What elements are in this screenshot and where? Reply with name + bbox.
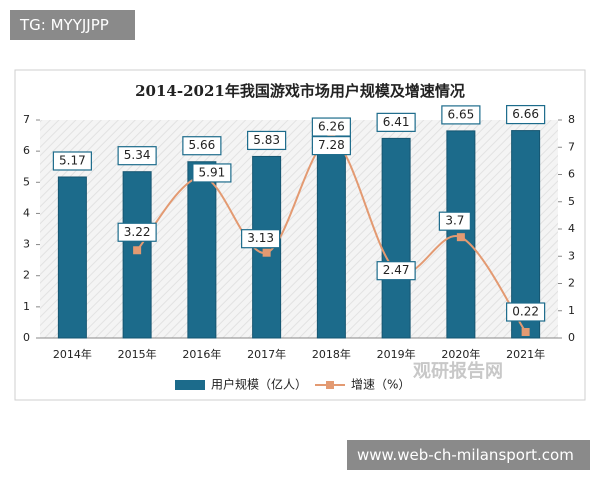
y2-tick-label: 4	[568, 222, 575, 235]
y2-tick-label: 7	[568, 140, 575, 153]
bar-value-label-box	[441, 105, 481, 125]
line-value-label-box	[438, 211, 471, 231]
legend-swatch	[175, 380, 205, 390]
bar-value-label: 6.65	[448, 107, 475, 121]
y2-tick-label: 3	[568, 249, 575, 262]
bar-value-label: 5.66	[189, 138, 216, 152]
y2-tick-label: 8	[568, 113, 575, 126]
line-value-label-box	[192, 163, 232, 183]
y-tick-label: 6	[23, 144, 30, 157]
y2-tick-label: 6	[568, 168, 575, 181]
line-marker	[456, 233, 465, 242]
bar	[57, 176, 87, 339]
y2-tick-label: 0	[568, 331, 575, 344]
x-tick-label: 2021年	[506, 347, 545, 361]
line-value-label-box	[376, 261, 416, 281]
bar	[381, 137, 411, 339]
y2-tick-label: 2	[568, 277, 575, 290]
x-tick-label: 2020年	[441, 347, 480, 361]
line-marker	[521, 328, 530, 337]
line-value-label-box	[311, 136, 351, 156]
legend-label: 用户规模（亿人）	[211, 377, 307, 392]
y-tick-label: 3	[23, 238, 30, 251]
y-tick-label: 2	[23, 269, 30, 282]
bar-value-label: 5.17	[59, 153, 86, 167]
tag-label: TG: MYYJJPP	[10, 10, 135, 40]
line-marker	[262, 248, 271, 257]
line-value-label: 3.7	[445, 214, 464, 228]
bar	[316, 142, 346, 339]
bar-value-label: 6.66	[512, 107, 539, 121]
line-value-label-box	[506, 302, 546, 322]
x-tick-label: 2019年	[377, 347, 416, 361]
line-value-label: 7.28	[318, 138, 345, 152]
x-tick-label: 2015年	[118, 347, 157, 361]
y2-tick-label: 1	[568, 304, 575, 317]
x-tick-label: 2014年	[53, 347, 92, 361]
line-value-label-box	[117, 222, 157, 242]
bar-value-label-box	[52, 151, 92, 171]
bar-value-label: 6.26	[318, 120, 345, 134]
bar-value-label: 5.34	[124, 148, 151, 162]
bar	[122, 171, 152, 339]
bar	[187, 161, 217, 339]
y-tick-label: 5	[23, 175, 30, 188]
line-value-label: 5.91	[199, 165, 226, 179]
url-label: www.web-ch-milansport.com	[347, 440, 590, 470]
x-tick-label: 2016年	[182, 347, 221, 361]
bar-value-label: 6.41	[383, 115, 410, 129]
legend-marker	[326, 381, 334, 389]
line-value-label: 3.13	[247, 231, 274, 245]
x-tick-label: 2018年	[312, 347, 351, 361]
line-value-label: 2.47	[383, 263, 410, 277]
x-tick-label: 2017年	[247, 347, 286, 361]
y-tick-label: 0	[23, 331, 30, 344]
bar-value-label-box	[247, 130, 287, 151]
y-tick-label: 4	[23, 206, 30, 219]
y-tick-label: 1	[23, 300, 30, 313]
line-value-label-box	[241, 229, 281, 249]
legend-label: 增速（%）	[351, 378, 410, 392]
bar-value-label-box	[506, 104, 546, 125]
bar-value-label-box	[376, 112, 416, 132]
bar-value-label-box	[182, 136, 222, 156]
y2-tick-label: 5	[568, 195, 575, 208]
line-value-label: 3.22	[124, 225, 151, 239]
bar-value-label-box	[117, 146, 157, 166]
watermark: 观研报告网	[413, 360, 503, 382]
line-value-label: 0.22	[512, 305, 539, 319]
y-tick-label: 7	[23, 113, 30, 126]
bar-value-label: 5.83	[253, 133, 280, 147]
line-marker	[133, 246, 142, 255]
chart-title: 2014-2021年我国游戏市场用户规模及增速情况	[135, 82, 465, 100]
